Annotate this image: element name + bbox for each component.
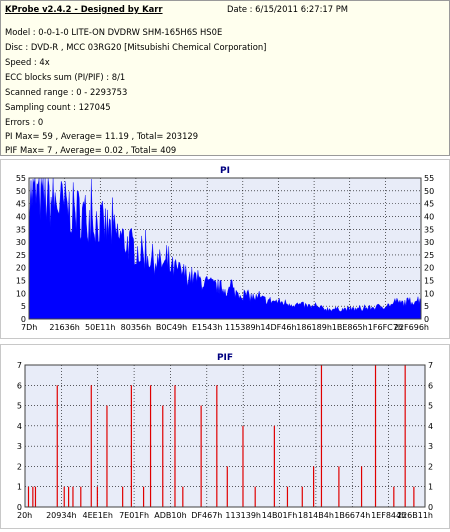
pif-plot-border [24,364,426,508]
pi-x-tick-label: 1F6FC7h [368,323,403,332]
app-title: KProbe v2.4.2 - Designed by Karr [5,4,163,14]
pi-x-tick-label: E1543h [192,323,222,332]
info-scanned-range: Scanned range : 0 - 2293753 [5,87,128,97]
pi-y-tick-right: 50 [424,187,434,196]
info-model: Model : 0-0-1-0 LITE-ON DVDRW SHM-165H6S… [5,27,223,37]
pi-y-tick-right: 25 [424,251,434,260]
pif-x-tick-label: 20934h [46,511,77,520]
pif-x-tick-label: ADB10h [154,511,186,520]
pi-y-tick-left: 15 [16,277,26,286]
pif-x-tick-label: 7E01Fh [119,511,149,520]
pif-x-tick-label: DF467h [191,511,222,520]
pi-y-tick-right: 45 [424,200,434,209]
pif-y-tick-left: 5 [17,402,22,411]
pif-y-tick-right: 0 [428,503,433,512]
pif-chart-panel: PIF 0 0 1 1 2 2 3 3 4 4 5 5 6 6 7 7 20h 20934h 4EE1Eh 7E01Fh… [0,344,450,529]
pif-y-tick-right: 6 [428,381,433,390]
pif-x-tick-label: 20h [17,511,32,520]
pi-y-tick-left: 5 [21,302,26,311]
pi-y-tick-left: 55 [16,174,26,183]
pi-x-tick-label: 80356h [121,323,152,332]
info-panel: KProbe v2.4.2 - Designed by Karr Date : … [0,0,450,156]
pi-x-tick-label: 115389h [225,323,261,332]
pi-x-tick-label: B0C49h [156,323,187,332]
pif-y-tick-right: 4 [428,422,433,431]
pif-y-tick-left: 0 [17,503,22,512]
pif-y-tick-right: 5 [428,402,433,411]
pif-y-tick-left: 2 [17,462,22,471]
pif-x-tick-label: 1B6674h [334,511,370,520]
pi-y-tick-right: 15 [424,277,434,286]
pif-plot-area [24,364,426,508]
pi-y-tick-right: 5 [424,302,429,311]
pif-y-tick-left: 6 [17,381,22,390]
pi-y-tick-left: 25 [16,251,26,260]
pif-y-tick-right: 2 [428,462,433,471]
pif-y-tick-left: 4 [17,422,22,431]
pif-x-tick-label: 226B11h [397,511,433,520]
pif-y-tick-right: 1 [428,483,433,492]
pi-x-tick-label: 21636h [49,323,80,332]
pi-y-tick-right: 0 [424,315,429,324]
pif-chart: PIF 0 0 1 1 2 2 3 3 4 4 5 5 6 6 7 7 20h 20934h 4EE1Eh 7E01Fh… [17,353,433,520]
pi-y-tick-left: 50 [16,187,26,196]
pi-y-tick-right: 20 [424,264,434,273]
pi-y-tick-left: 35 [16,225,26,234]
info-ecc-blocks: ECC blocks sum (PI/PIF) : 8/1 [5,72,126,82]
pif-y-tick-left: 3 [17,442,22,451]
info-errors: Errors : 0 [5,117,44,127]
info-pif-summary: PIF Max= 7 , Average= 0.02 , Total= 409 [5,145,177,155]
pi-y-tick-left: 40 [16,212,26,221]
pif-chart-title: PIF [217,353,233,363]
pi-y-tick-left: 20 [16,264,26,273]
info-sampling-count: Sampling count : 127045 [5,102,111,112]
pif-x-tick-label: 4EE1Eh [83,511,113,520]
pif-y-tick-right: 3 [428,442,433,451]
pi-y-tick-left: 0 [21,315,26,324]
pi-y-tick-right: 40 [424,212,434,221]
info-disc: Disc : DVD-R , MCC 03RG20 [Mitsubishi Ch… [5,42,267,52]
pi-x-tick-label: 186189h [296,323,332,332]
pif-x-tick-label: 113139h [225,511,261,520]
pi-x-tick-label: 1BE865h [332,323,368,332]
pi-y-tick-right: 30 [424,238,434,247]
pif-y-tick-left: 7 [17,361,22,370]
pi-y-tick-left: 45 [16,200,26,209]
pi-x-tick-label: 22F696h [394,323,429,332]
pi-y-tick-left: 30 [16,238,26,247]
pi-y-tick-left: 10 [16,289,26,298]
pi-x-tick-label: 50E11h [85,323,115,332]
pi-y-tick-right: 35 [424,225,434,234]
scan-date: Date : 6/15/2011 6:27:17 PM [227,4,348,14]
info-speed: Speed : 4x [5,57,50,67]
pif-x-tick-label: 1EF844h [371,511,406,520]
pi-x-tick-label: 7Dh [21,323,37,332]
pif-y-tick-right: 7 [428,361,433,370]
pi-x-tick-label: 14DF46h [260,323,296,332]
pi-plot-border [28,177,422,320]
info-pi-summary: PI Max= 59 , Average= 11.19 , Total= 203… [5,131,199,141]
pi-chart-title: PI [220,166,230,176]
pi-chart-panel: PI 0 0 5 5 10 10 15 15 20 20 25 25 30 30 35 35 40 40 45 45 50… [0,159,450,339]
pi-y-tick-right: 55 [424,174,434,183]
pif-x-tick-label: 14B01Fh [262,511,298,520]
pif-y-tick-left: 1 [17,483,22,492]
pi-series-area [28,177,422,320]
pif-x-tick-label: 1814B4h [298,511,334,520]
pi-y-tick-right: 10 [424,289,434,298]
